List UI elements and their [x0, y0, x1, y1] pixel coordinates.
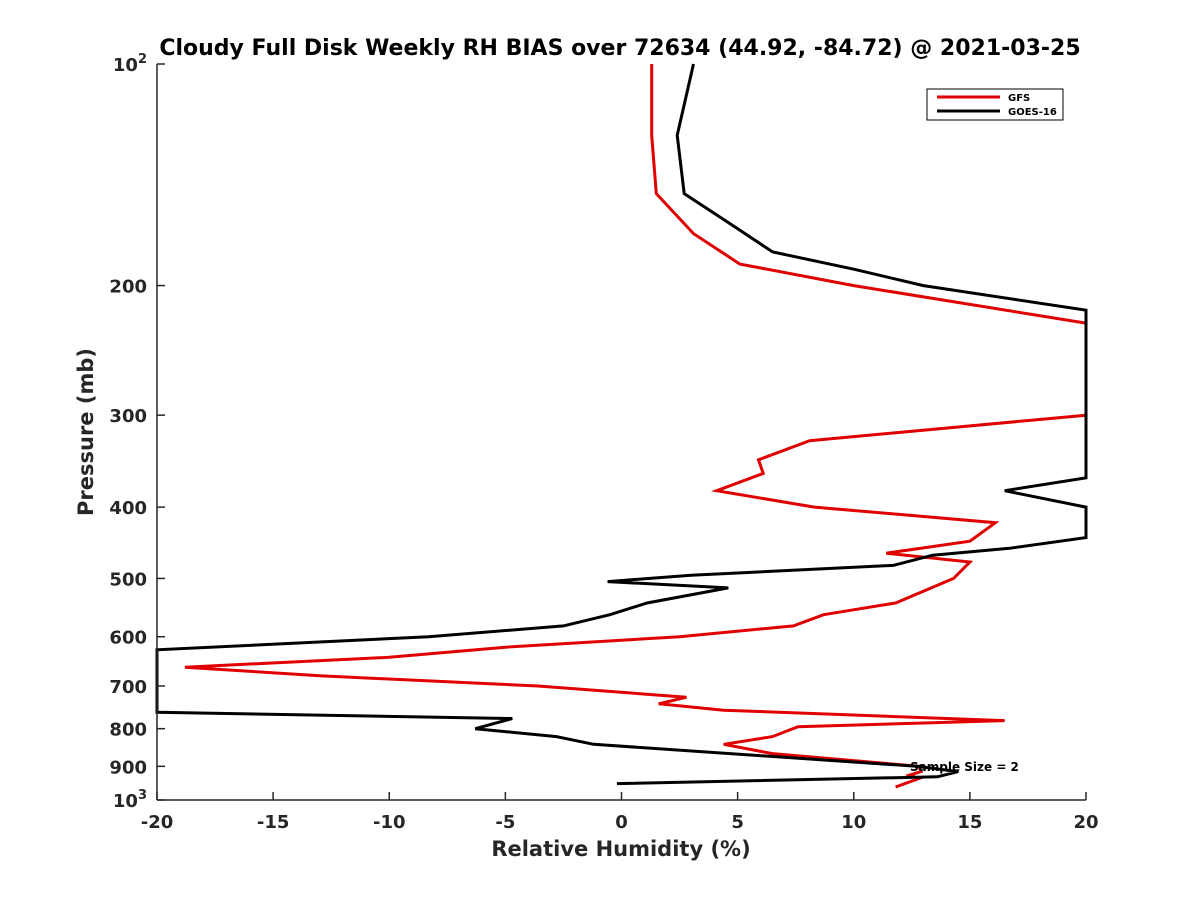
y-tick-base: 10 — [113, 791, 138, 812]
y-tick-base: 10 — [113, 55, 138, 76]
legend-items: GFS GOES-16 — [937, 93, 1057, 118]
series-layer — [155, 63, 1088, 789]
x-tick-label: 20 — [1073, 812, 1098, 833]
legend: GFS GOES-16 — [926, 88, 1064, 121]
series-line-goes-16 — [155, 63, 1088, 786]
x-tick-label: -5 — [495, 812, 515, 833]
y-tick-label: 200 — [109, 277, 147, 298]
y-tick-label: 102 — [113, 52, 147, 76]
x-tick-label: 15 — [957, 812, 982, 833]
y-tick-label: 900 — [109, 757, 147, 778]
y-tick-exponent: 2 — [138, 52, 147, 67]
y-tick-label: 600 — [109, 628, 147, 649]
y-tick-label: 300 — [109, 406, 147, 427]
x-ticks: -20 -15 -10 -5 0 5 10 15 20 — [141, 792, 1099, 833]
y-tick-label: 800 — [109, 720, 147, 741]
y-tick-label: 700 — [109, 677, 147, 698]
x-tick-label: -20 — [141, 812, 174, 833]
y-tick-label: 400 — [109, 498, 147, 519]
chart-title: Cloudy Full Disk Weekly RH BIAS over 726… — [159, 36, 1080, 61]
legend-label: GFS — [1008, 93, 1030, 104]
x-axis-title: Relative Humidity (%) — [491, 837, 750, 861]
x-tick-label: -15 — [257, 812, 290, 833]
y-tick-label: 103 — [113, 788, 147, 812]
y-tick-exponent: 3 — [138, 788, 147, 803]
legend-box — [926, 88, 1064, 121]
x-tick-label: -10 — [373, 812, 406, 833]
x-tick-label: 10 — [841, 812, 866, 833]
legend-label: GOES-16 — [1008, 107, 1057, 118]
sample-size-annotation: Sample Size = 2 — [910, 760, 1019, 774]
y-tick-label: 500 — [109, 569, 147, 590]
x-tick-label: 5 — [731, 812, 744, 833]
x-tick-label: 0 — [615, 812, 628, 833]
y-axis-title: Pressure (mb) — [74, 348, 98, 516]
